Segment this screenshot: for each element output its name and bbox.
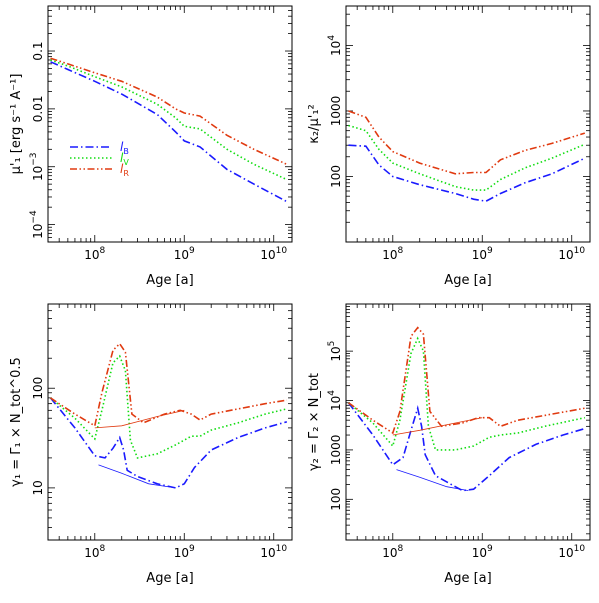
x-axis-title: Age [a] bbox=[444, 273, 491, 288]
y-axis-title: μ'₁ [erg s⁻¹ A⁻¹] bbox=[9, 74, 24, 175]
y-axis-title: κ₂/μ'₁² bbox=[307, 104, 322, 144]
x-tick-label: 1010 bbox=[558, 544, 585, 560]
series-line-l-R bbox=[348, 326, 585, 435]
y-tick-label: 0.1 bbox=[31, 41, 45, 60]
series-line-auxiliary bbox=[396, 469, 469, 491]
series-line-l-R bbox=[50, 342, 287, 428]
y-axis-title: γ₂ = Γ₂ × N_tot bbox=[307, 373, 322, 471]
x-tick-label: 108 bbox=[382, 246, 403, 262]
series-line-l-B bbox=[348, 144, 586, 203]
y-tick-label: 10−3 bbox=[29, 152, 45, 181]
x-tick-label: 108 bbox=[382, 544, 403, 560]
series-line-auxiliary bbox=[94, 409, 185, 429]
plot-frame bbox=[47, 303, 293, 541]
y-tick-label: 10 bbox=[31, 480, 45, 495]
x-tick-label: 109 bbox=[472, 246, 493, 262]
series-line-l-V bbox=[347, 336, 585, 451]
series-line-l-V bbox=[348, 124, 586, 191]
y-tick-label: 105 bbox=[327, 341, 343, 362]
y-tick-label: 100 bbox=[329, 488, 343, 511]
x-tick-label: 109 bbox=[472, 544, 493, 560]
series-line-l-V bbox=[49, 354, 287, 459]
x-tick-label: 109 bbox=[174, 246, 195, 262]
legend-label: lV bbox=[120, 151, 129, 167]
series-line-l-B bbox=[49, 397, 288, 489]
x-tick-label: 1010 bbox=[558, 246, 585, 262]
plot-frame bbox=[345, 303, 591, 541]
x-axis-title: Age [a] bbox=[146, 273, 193, 288]
plot-frame bbox=[47, 5, 293, 243]
legend-label: lB bbox=[120, 140, 129, 156]
y-tick-label: 104 bbox=[327, 35, 343, 56]
x-tick-label: 1010 bbox=[260, 246, 287, 262]
x-tick-label: 1010 bbox=[260, 544, 287, 560]
x-tick-label: 109 bbox=[174, 544, 195, 560]
y-tick-label: 10−4 bbox=[29, 210, 45, 239]
panel-bottom-right: 108 109 1010 100 1000 104 105 Age [a] γ₂ = Γ₂ × … bbox=[307, 303, 591, 586]
x-axis-title: Age [a] bbox=[146, 571, 193, 586]
y-tick-label: 100 bbox=[329, 165, 343, 188]
series-line-l-B bbox=[347, 402, 586, 492]
series-line-l-R bbox=[348, 110, 586, 175]
y-tick-label: 1000 bbox=[329, 435, 343, 466]
series-line-l-B bbox=[50, 61, 288, 203]
x-tick-label: 108 bbox=[84, 544, 105, 560]
y-tick-label: 104 bbox=[327, 390, 343, 411]
y-tick-label: 0.01 bbox=[31, 96, 45, 123]
series-line-auxiliary bbox=[392, 417, 483, 436]
legend-label: lR bbox=[120, 162, 129, 178]
y-tick-label: 1000 bbox=[329, 96, 343, 127]
x-tick-label: 108 bbox=[84, 246, 105, 262]
y-tick-label: 100 bbox=[31, 377, 45, 400]
series-line-l-R bbox=[50, 57, 288, 166]
panel-top-right: 108 109 1010 100 1000 104 Age [a] κ₂/μ'₁² bbox=[307, 5, 591, 288]
x-axis-title: Age [a] bbox=[444, 571, 491, 586]
series-line-auxiliary bbox=[98, 464, 176, 489]
plot-frame bbox=[345, 5, 591, 243]
y-axis-title: γ₁ = Γ₁ × N_tot^0.5 bbox=[9, 357, 24, 487]
panel-top-left: 108 109 1010 10−4 10−3 0.01 0.1 Age [a] μ'₁ [erg… bbox=[9, 5, 293, 288]
